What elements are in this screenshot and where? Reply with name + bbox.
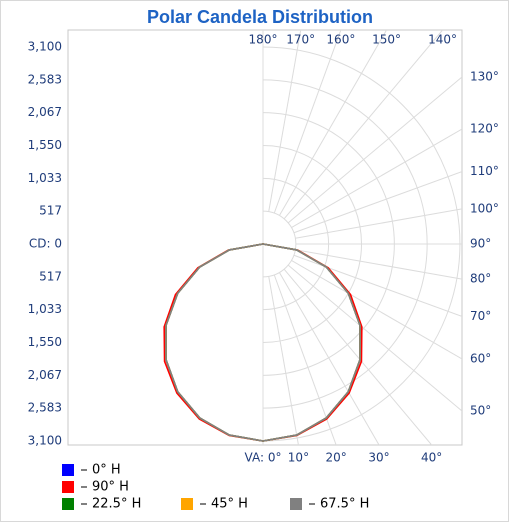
grid (262, 30, 462, 445)
cd-tick-label: 2,583 (28, 401, 62, 415)
angle-tick-label: VA: 0° (245, 451, 282, 465)
data-layer (163, 243, 363, 442)
angle-tick-label: 170° (286, 33, 315, 47)
angle-tick-label: 100° (470, 201, 499, 215)
legend-label: 90° H (92, 480, 129, 495)
cd-tick-label: 517 (39, 269, 62, 283)
cd-tick-label: 2,067 (28, 368, 62, 382)
radial-grid-line (287, 76, 462, 224)
angle-tick-label: 140° (428, 33, 457, 47)
grid-arc (262, 46, 461, 442)
angle-tick-label: 60° (470, 351, 491, 365)
radial-grid-line (283, 30, 443, 220)
cd-tick-label: 2,067 (28, 105, 62, 119)
grid-arc (262, 79, 428, 409)
cd-tick-label: 3,100 (28, 434, 62, 448)
legend-swatch (62, 498, 74, 510)
radial-grid-line (295, 208, 462, 239)
radial-grid-line (293, 171, 462, 234)
grid-arc (262, 210, 297, 278)
radial-grid-line (295, 249, 462, 280)
legend-label: 22.5° H (92, 497, 141, 512)
legend-swatch (62, 481, 74, 493)
radial-grid-line (273, 274, 337, 445)
cd-tick-label: 2,583 (28, 72, 62, 86)
legend-swatch (62, 464, 74, 476)
radial-grid-line (278, 30, 387, 216)
cd-tick-label: 517 (39, 204, 62, 218)
angle-tick-label: 70° (470, 309, 491, 323)
radial-grid-line (287, 264, 462, 412)
angle-tick-label: 160° (326, 33, 355, 47)
legend-label: 67.5° H (320, 497, 369, 512)
legend-swatch (290, 498, 302, 510)
angle-tick-label: 20° (326, 451, 347, 465)
cd-tick-label: 1,550 (28, 335, 62, 349)
grid-arc (262, 112, 395, 376)
radial-grid-line (293, 254, 462, 317)
angle-tick-label: 130° (470, 70, 499, 84)
chart-title: Polar Candela Distribution (147, 7, 373, 27)
cd-tick-label: 1,033 (28, 302, 62, 316)
cd-tick-label: 3,100 (28, 40, 62, 54)
radial-grid-line (268, 30, 302, 212)
cd-tick-label: 1,550 (28, 138, 62, 152)
legend-label: 0° H (92, 463, 121, 478)
angle-tick-label: 120° (470, 122, 499, 136)
cd-tick-label: 1,033 (28, 171, 62, 185)
angle-tick-label: 150° (372, 33, 401, 47)
radial-grid-line (268, 276, 299, 445)
angle-tick-label: 80° (470, 272, 491, 286)
radial-grid-line (283, 268, 433, 445)
angle-tick-label: 50° (470, 403, 491, 417)
grid-arc (262, 177, 329, 311)
cd-tick-label: CD: 0 (29, 237, 62, 251)
legend-swatch (181, 498, 193, 510)
angle-tick-label: 110° (470, 164, 499, 178)
angle-tick-label: 90° (470, 237, 491, 251)
angle-tick-label: 180° (249, 33, 278, 47)
angle-tick-label: 10° (288, 451, 309, 465)
angle-tick-label: 40° (421, 451, 442, 465)
candela-curve (262, 243, 361, 442)
angle-tick-label: 30° (368, 451, 389, 465)
legend-label: 45° H (211, 497, 248, 512)
grid-arc (262, 145, 362, 343)
candela-curve (165, 243, 264, 442)
